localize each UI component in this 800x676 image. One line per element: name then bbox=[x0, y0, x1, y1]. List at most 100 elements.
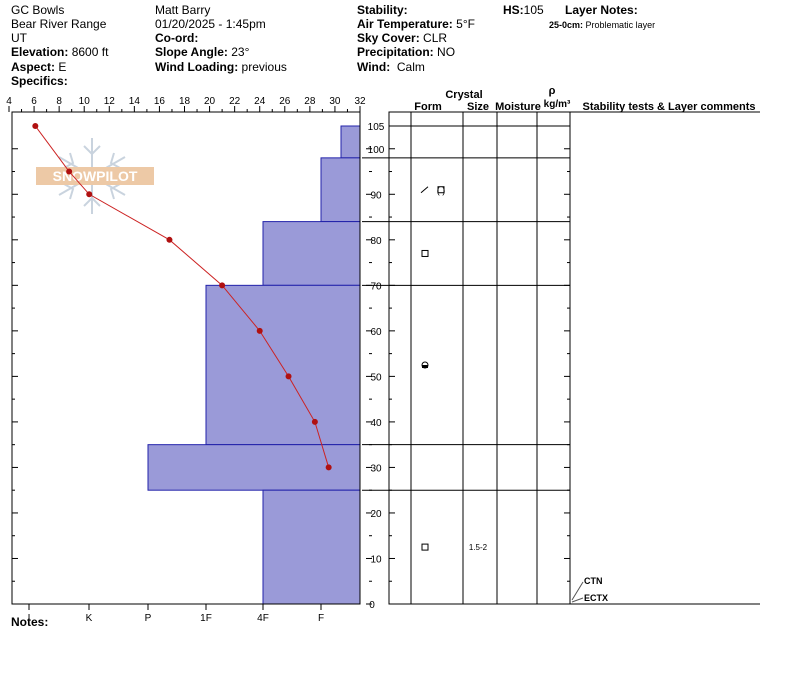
height-tick-label: 90 bbox=[370, 190, 382, 201]
precip-label: Precipitation: bbox=[357, 45, 434, 59]
hardness-layer-bar bbox=[262, 489, 361, 605]
temp-tick-label: 24 bbox=[254, 96, 266, 107]
height-tick-label: 70 bbox=[370, 281, 382, 292]
hardness-layer-bar bbox=[262, 221, 361, 286]
stability-label: Stability: bbox=[357, 3, 408, 17]
square-icon bbox=[437, 186, 445, 194]
air-temperature: Air Temperature: 5°F bbox=[357, 17, 475, 31]
elevation-label: Elevation: bbox=[11, 45, 69, 59]
temp-tick-label: 26 bbox=[279, 96, 291, 107]
stability-test-label: ECTX bbox=[584, 593, 608, 603]
elevation: Elevation: 8600 ft bbox=[11, 45, 108, 59]
height-tick-label: 30 bbox=[370, 463, 382, 474]
coord-label: Co-ord: bbox=[155, 31, 199, 45]
slope-angle: Slope Angle: 23° bbox=[155, 45, 249, 59]
precipitation: Precipitation: NO bbox=[357, 45, 455, 59]
slope-label: Slope Angle: bbox=[155, 45, 228, 59]
snowpilot-watermark: SNOWPILOT bbox=[36, 138, 154, 214]
hardness-tick-label: P bbox=[145, 613, 152, 624]
watermark-text: SNOWPILOT bbox=[53, 168, 138, 184]
square-icon bbox=[421, 249, 429, 257]
coordinates: Co-ord: bbox=[155, 31, 198, 45]
wind-label: Wind: bbox=[357, 60, 391, 74]
aspect-label: Aspect: bbox=[11, 60, 56, 74]
temperature-point bbox=[256, 327, 263, 334]
temp-tick-label: 14 bbox=[129, 96, 141, 107]
wind-loading: Wind Loading: previous bbox=[155, 60, 287, 74]
table-frame bbox=[388, 111, 571, 605]
snow-height: HS:105 bbox=[503, 3, 544, 17]
sky-label: Sky Cover: bbox=[357, 31, 420, 45]
temp-tick-label: 8 bbox=[56, 96, 62, 107]
layer-notes-label: Layer Notes: bbox=[565, 3, 638, 17]
air-temp-value: 5°F bbox=[456, 17, 475, 31]
temp-tick-label: 6 bbox=[31, 96, 37, 107]
temperature-point bbox=[86, 191, 93, 198]
hardness-layer-bar bbox=[147, 444, 361, 491]
sky-value: CLR bbox=[423, 31, 448, 45]
specifics-label: Specifics: bbox=[11, 74, 68, 88]
temp-tick-label: 10 bbox=[79, 96, 91, 107]
temperature-point bbox=[285, 373, 292, 380]
temp-tick-label: 22 bbox=[229, 96, 241, 107]
stability-leader-line bbox=[571, 581, 584, 601]
mountain-range: Bear River Range bbox=[11, 17, 107, 31]
observer: Matt Barry bbox=[155, 3, 211, 17]
aspect-value: E bbox=[58, 60, 67, 74]
observation-datetime: 01/20/2025 - 1:45pm bbox=[155, 17, 266, 31]
temp-tick-label: 4 bbox=[6, 96, 12, 107]
temperature-point bbox=[66, 168, 73, 175]
hardness-tick-label: 4F bbox=[257, 613, 269, 624]
temp-tick-label: 12 bbox=[104, 96, 116, 107]
form-header: Form bbox=[414, 101, 442, 113]
layer-notes-heading: Layer Notes: bbox=[565, 3, 638, 17]
layer-note-text: Problematic layer bbox=[585, 20, 656, 30]
aspect: Aspect: E bbox=[11, 60, 66, 74]
square-icon bbox=[421, 543, 429, 551]
density-unit: kg/m³ bbox=[544, 99, 571, 110]
stability-test-label: CTN bbox=[584, 576, 603, 586]
wind: Wind: Calm bbox=[357, 60, 425, 74]
height-tick-label: 105 bbox=[368, 122, 385, 133]
temperature-point bbox=[32, 123, 39, 129]
crystal-form-icon: ( ) bbox=[437, 186, 446, 196]
layer-note: 25-0cm: Problematic layer bbox=[549, 18, 655, 32]
temp-tick-label: 28 bbox=[304, 96, 316, 107]
temperature-point bbox=[325, 464, 332, 471]
layer-note-range: 25-0cm: bbox=[549, 20, 584, 30]
density-symbol: ρ bbox=[549, 85, 556, 97]
crystal-slash-icon bbox=[420, 186, 429, 194]
temp-tick-label: 16 bbox=[154, 96, 166, 107]
precip-value: NO bbox=[437, 45, 456, 59]
state: UT bbox=[11, 31, 27, 45]
layer-table: ( ) 1.5-2 CTN ECTX bbox=[362, 111, 760, 605]
hardness-layer-bar bbox=[320, 157, 361, 223]
slope-value: 23° bbox=[231, 45, 250, 59]
air-temp-label: Air Temperature: bbox=[357, 17, 453, 31]
temp-tick-label: 20 bbox=[204, 96, 216, 107]
height-tick-label: 100 bbox=[368, 145, 385, 156]
hardness-layer-bar bbox=[205, 284, 361, 446]
hardness-tick-label: K bbox=[86, 613, 93, 624]
temperature-profile bbox=[32, 123, 332, 471]
temp-tick-label: 32 bbox=[354, 96, 366, 107]
moisture-header: Moisture bbox=[495, 101, 541, 113]
hardness-tick-label: 1F bbox=[200, 613, 212, 624]
location-name: GC Bowls bbox=[11, 3, 65, 17]
wind-value: Calm bbox=[396, 60, 425, 74]
temperature-point bbox=[311, 418, 318, 425]
hardness-tick-label: F bbox=[318, 613, 324, 624]
hardness-tick-label: I bbox=[28, 613, 31, 624]
size-header: Size bbox=[467, 101, 489, 113]
height-tick-label: 80 bbox=[370, 236, 382, 247]
crystal-size: 1.5-2 bbox=[469, 543, 488, 552]
height-tick-label: 10 bbox=[370, 554, 382, 565]
elevation-value: 8600 ft bbox=[71, 45, 109, 59]
hardness-layer-bar bbox=[340, 125, 361, 159]
crystal-header: Crystal bbox=[445, 89, 482, 101]
specifics: Specifics: bbox=[11, 74, 68, 88]
height-tick-label: 20 bbox=[370, 509, 382, 520]
height-tick-label: 60 bbox=[370, 327, 382, 338]
hs-label: HS: bbox=[503, 3, 524, 17]
